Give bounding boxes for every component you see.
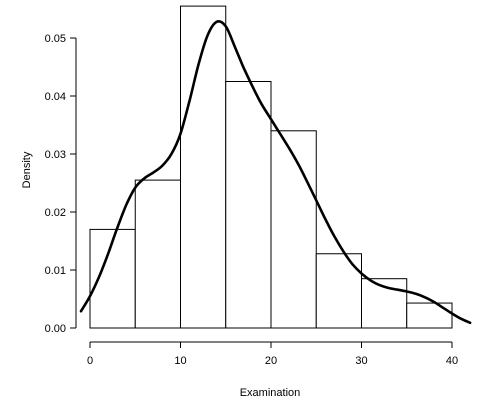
x-tick-label-2: 20 (265, 355, 277, 367)
y-tick-label-1: 0.01 (45, 265, 66, 277)
x-tick-label-1: 10 (174, 355, 186, 367)
y-axis: 0.00 0.01 0.02 0.03 0.04 0.05 (45, 33, 77, 335)
density-curve (79, 20, 472, 325)
histogram-bar-1 (134, 179, 181, 329)
y-tick-label-5: 0.05 (45, 33, 66, 45)
x-axis: 0 10 20 30 40 (87, 341, 458, 367)
x-tick-label-3: 30 (355, 355, 367, 367)
histogram-bars (89, 5, 453, 329)
y-axis-title: Density (21, 151, 33, 188)
x-tick-label-4: 40 (446, 355, 458, 367)
y-tick-label-2: 0.02 (45, 207, 66, 219)
histogram-bar-3 (225, 81, 272, 329)
y-tick-label-0: 0.00 (45, 323, 66, 335)
histogram-bar-7 (406, 302, 453, 329)
x-axis-title: Examination (240, 387, 301, 399)
y-tick-label-3: 0.03 (45, 149, 66, 161)
histogram-bar-4 (270, 130, 317, 329)
x-tick-label-0: 0 (87, 355, 93, 367)
y-tick-label-4: 0.04 (45, 91, 66, 103)
histogram-bar-2 (180, 5, 227, 329)
